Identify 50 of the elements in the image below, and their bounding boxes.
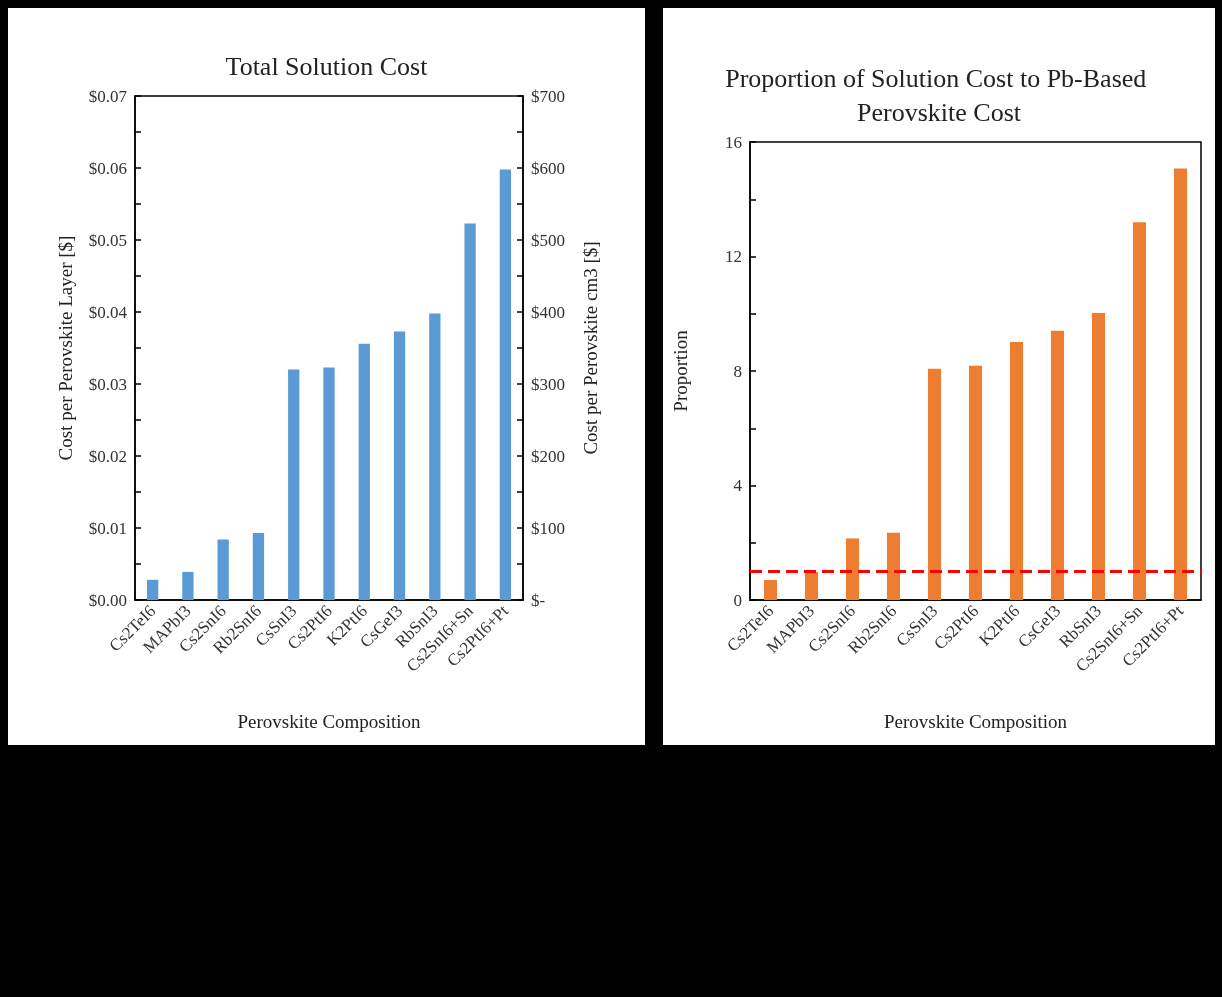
bar (1132, 222, 1147, 600)
y2-tick-label: $600 (531, 158, 565, 178)
bar (845, 538, 860, 600)
y-tick-label: $0.04 (88, 302, 128, 322)
y-tick-label: 4 (733, 476, 743, 495)
y-axis-title: Cost per Perovskite Layer [$] (55, 235, 76, 461)
y-tick-label: $0.05 (88, 230, 127, 250)
bar (927, 368, 942, 600)
bar (1050, 330, 1065, 600)
bar (763, 579, 778, 600)
x-axis-title: Perovskite Composition (237, 711, 422, 732)
bar (499, 169, 512, 600)
y-tick-label: $0.07 (88, 86, 128, 106)
bar (358, 343, 370, 600)
bar (182, 571, 194, 600)
y-axis-title: Proportion (670, 329, 691, 412)
bar (288, 369, 300, 600)
bar (1009, 342, 1024, 600)
y-tick-label: $0.00 (88, 590, 127, 610)
y-tick-label: 8 (733, 361, 742, 381)
y2-tick-label: $100 (531, 518, 565, 538)
bar (886, 532, 901, 600)
y-tick-label: 12 (725, 247, 742, 266)
y2-tick-label: $300 (531, 374, 565, 394)
y2-tick-label: $400 (531, 302, 565, 322)
y-tick-label: $0.01 (88, 518, 127, 538)
bar (252, 533, 265, 600)
chart-title: Total Solution Cost (225, 51, 429, 81)
y-tick-label: 16 (725, 132, 742, 152)
y-tick-label: $0.06 (88, 158, 127, 178)
y-tick-label: $0.03 (88, 374, 127, 394)
bar (393, 331, 406, 600)
bar (1173, 168, 1188, 600)
bar (146, 579, 159, 600)
y2-tick-label: $500 (531, 230, 565, 250)
bar (804, 571, 819, 600)
y2-tick-label: $- (531, 590, 546, 610)
x-axis-title: Perovskite Composition (883, 711, 1068, 732)
bar (429, 313, 441, 600)
bar (968, 365, 983, 600)
bar (217, 539, 229, 600)
y2-tick-label: $200 (531, 446, 565, 466)
bar (1091, 312, 1106, 600)
y2-axis-title: Cost per Perovskite cm3 [$] (580, 241, 601, 455)
y-tick-label: 0 (733, 590, 742, 610)
chart-title: Proportion of Solution Cost to Pb-Based Perovskite Cost (725, 63, 1153, 127)
bar (464, 223, 476, 600)
bar (323, 367, 335, 600)
y-tick-label: $0.02 (88, 446, 127, 466)
y2-tick-label: $700 (531, 86, 565, 106)
